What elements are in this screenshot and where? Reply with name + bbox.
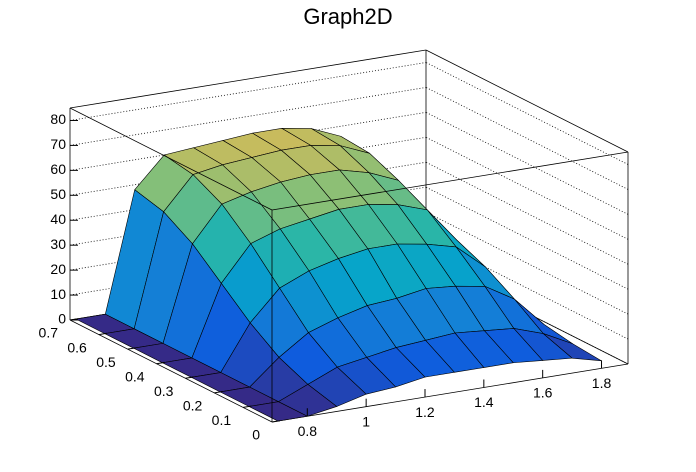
x-tick-label: 1.8 <box>592 375 612 391</box>
x-tick-label: 1.6 <box>533 385 553 401</box>
x-tick-label: 1 <box>362 413 370 429</box>
surface-cell <box>248 401 309 422</box>
z-tick-label: 50 <box>50 186 66 202</box>
y-tick <box>69 318 79 321</box>
z-tick-label: 40 <box>50 211 66 227</box>
grid-line <box>69 62 427 121</box>
box-edge <box>271 151 629 211</box>
z-tick-label: 10 <box>50 286 66 302</box>
y-tick <box>127 347 136 350</box>
box-edge <box>271 363 629 423</box>
y-tick <box>156 361 165 365</box>
y-tick <box>185 376 194 379</box>
y-tick-label: 0.3 <box>154 383 174 399</box>
z-tick-label: 70 <box>50 136 66 152</box>
z-tick-label: 80 <box>50 111 66 127</box>
z-tick-label: 0 <box>58 311 66 327</box>
y-tick <box>214 391 223 394</box>
chart-title: Graph2D <box>303 4 392 29</box>
z-tick-label: 20 <box>50 261 66 277</box>
y-tick <box>243 405 252 408</box>
y-tick-label: 0 <box>252 427 260 443</box>
y-tick <box>98 332 107 336</box>
box-edge <box>69 107 273 211</box>
box-edge <box>425 49 629 153</box>
y-tick-label: 0.5 <box>96 354 116 370</box>
y-tick-label: 0.7 <box>39 325 59 341</box>
box-edge <box>69 319 273 423</box>
grid-line <box>69 87 427 146</box>
x-tick-label: 1.4 <box>474 394 494 410</box>
box-edge <box>69 49 427 109</box>
x-tick-label: 0.8 <box>298 423 318 439</box>
z-tick-label: 30 <box>50 236 66 252</box>
y-tick-label: 0.6 <box>67 339 87 355</box>
y-tick <box>271 420 281 423</box>
y-tick-label: 0.1 <box>212 412 232 428</box>
x-tick-label: 1.2 <box>415 404 435 420</box>
y-tick-label: 0.2 <box>183 398 203 414</box>
z-tick-label: 60 <box>50 161 66 177</box>
y-tick-label: 0.4 <box>125 368 145 384</box>
